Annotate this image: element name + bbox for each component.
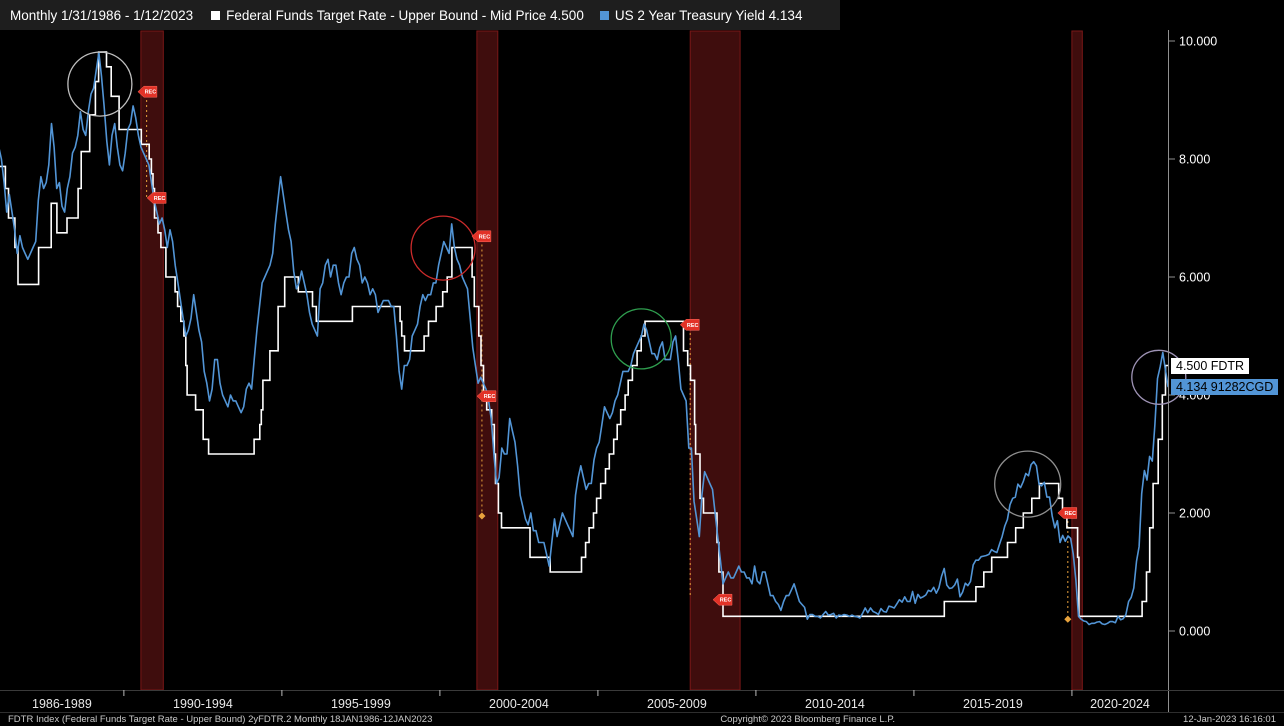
legend-label-fdtr: Federal Funds Target Rate - Upper Bound … (226, 7, 584, 23)
fdtr-legend-swatch-icon (211, 10, 221, 20)
rec-tag-label: REC (145, 90, 157, 96)
x-axis-group-label: 2010-2014 (805, 697, 865, 711)
y-axis-tick-label: 6.000 (1179, 271, 1210, 285)
rec-tag-icon (146, 192, 167, 204)
recession-band (476, 30, 499, 691)
event-dropline-dot-icon (478, 512, 486, 520)
legend-label-2y-yield: US 2 Year Treasury Yield 4.134 (614, 7, 803, 23)
two-year-yield-line (0, 51, 1169, 626)
y-axis-tick-label: 10.000 (1179, 35, 1217, 49)
footer-copyright: Copyright© 2023 Bloomberg Finance L.P. (720, 714, 896, 725)
rec-event-marker[interactable]: REC (146, 192, 167, 204)
rec-tag-label: REC (484, 394, 496, 400)
rec-tag-icon (137, 85, 158, 98)
annotation-circle[interactable] (994, 450, 1062, 518)
legend-item-fdtr[interactable]: Federal Funds Target Rate - Upper Bound … (211, 8, 584, 23)
rec-event-marker[interactable]: REC (712, 593, 733, 606)
last-price-label-2y-yield[interactable]: 4.134 91282CGD (1171, 379, 1279, 395)
rec-event-marker[interactable]: REC (1057, 507, 1078, 519)
annotation-circle[interactable] (610, 308, 672, 370)
rec-event-marker[interactable]: REC (476, 390, 497, 402)
x-axis-group-label: 2000-2004 (489, 697, 549, 711)
rec-tag-icon (679, 319, 700, 331)
annotation-circle[interactable] (1131, 349, 1187, 405)
chart-period-title: Monthly 1/31/1986 - 1/12/2023 (10, 7, 194, 23)
rec-event-marker[interactable]: REC (137, 85, 158, 98)
rec-tag-label: REC (479, 234, 491, 240)
y-axis-tick-label: 2.000 (1179, 507, 1210, 521)
rec-tag-icon (712, 593, 733, 606)
rec-tag-label: REC (720, 598, 732, 604)
rec-event-marker[interactable]: REC (471, 230, 492, 243)
rec-event-marker[interactable]: REC (679, 319, 700, 331)
chart-header-strip: Monthly 1/31/1986 - 1/12/2023 Federal Fu… (0, 0, 840, 30)
y-axis-tick-label: 8.000 (1179, 153, 1210, 167)
rec-tag-icon (476, 390, 497, 402)
last-price-label-fdtr[interactable]: 4.500 FDTR (1171, 358, 1250, 374)
rec-tag-icon (1057, 507, 1078, 519)
x-axis-group-label: 1990-1994 (173, 697, 233, 711)
rec-tag-label: REC (687, 323, 699, 329)
x-axis-group-label: 2020-2024 (1090, 697, 1150, 711)
x-axis-group-label: 2015-2019 (963, 697, 1023, 711)
rec-tag-icon (471, 230, 492, 243)
rec-tag-label: REC (1064, 511, 1076, 517)
recession-band (140, 30, 164, 691)
x-axis-group-label: 2005-2009 (647, 697, 707, 711)
rec-tag-label: REC (154, 196, 166, 202)
x-axis-group-label: 1986-1989 (32, 697, 92, 711)
annotation-circle[interactable] (67, 51, 133, 117)
legend-item-2y-yield[interactable]: US 2 Year Treasury Yield 4.134 (599, 7, 803, 23)
y-axis-tick-label: 0.000 (1179, 625, 1210, 639)
x-axis-group-label: 1995-1999 (331, 697, 391, 711)
2y-yield-legend-swatch-icon (599, 10, 609, 20)
fed-funds-rate-line (0, 51, 1168, 618)
chart-header-bar: Monthly 1/31/1986 - 1/12/2023 Federal Fu… (0, 0, 1284, 30)
recession-band (689, 30, 741, 691)
annotation-circle[interactable] (410, 215, 476, 281)
chart-footer-bar: FDTR Index (Federal Funds Target Rate - … (0, 712, 1284, 726)
footer-security-description: FDTR Index (Federal Funds Target Rate - … (8, 714, 433, 725)
footer-timestamp: 12-Jan-2023 16:16:01 (1183, 714, 1276, 725)
event-dropline-dot-icon (1064, 615, 1072, 623)
